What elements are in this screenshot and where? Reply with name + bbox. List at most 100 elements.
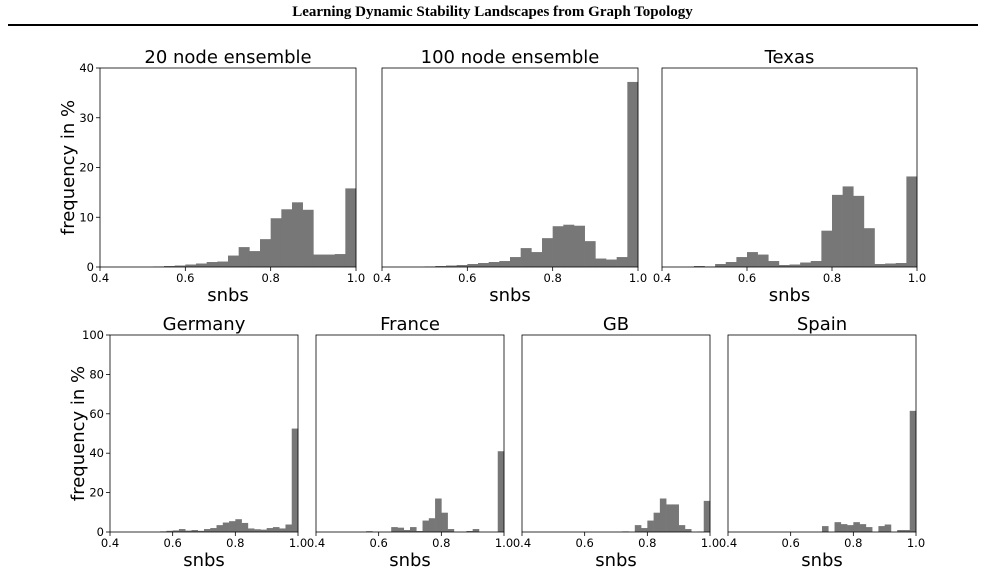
panel-3-bar bbox=[778, 265, 790, 267]
panel-1-bar bbox=[345, 188, 357, 267]
panel-5-bar bbox=[391, 527, 398, 532]
panel-7-xtick-label: 0.8 bbox=[844, 536, 862, 550]
panel-2-bar bbox=[574, 225, 585, 267]
panel-4-bar bbox=[272, 527, 280, 532]
panel-3-xlabel: snbs bbox=[769, 285, 811, 306]
panel-3-title: Texas bbox=[764, 47, 815, 68]
panel-5-bar bbox=[397, 527, 405, 532]
panel-2-bar bbox=[456, 265, 468, 267]
panel-2-bar bbox=[542, 238, 553, 267]
panel-3-bar bbox=[842, 186, 854, 267]
panel-5-bar bbox=[466, 531, 473, 532]
panel-4-bar bbox=[222, 522, 230, 532]
panel-4-bar bbox=[241, 522, 249, 532]
panel-1-xtick-label: 0.4 bbox=[91, 271, 109, 285]
panel-3-bar bbox=[736, 257, 748, 267]
panel-4-bar bbox=[254, 529, 261, 532]
panel-4-xtick-label: 0.4 bbox=[101, 536, 119, 550]
panel-7-xlabel: snbs bbox=[801, 550, 843, 571]
panel-7-xtick-label: 0.4 bbox=[719, 536, 737, 550]
panel-5-bar bbox=[497, 451, 505, 532]
panel-4-bar bbox=[204, 529, 211, 532]
panel-6-xtick-label: 0.8 bbox=[638, 536, 656, 550]
panel-4-ytick-label: 80 bbox=[89, 367, 104, 381]
panel-5-bar bbox=[441, 512, 448, 532]
panel-5-bar bbox=[416, 531, 423, 532]
panel-6-bar bbox=[703, 500, 711, 532]
panel-7-xtick-label: 1.0 bbox=[907, 536, 925, 550]
panel-7-bar bbox=[878, 526, 885, 532]
panel-7-axes-frame bbox=[727, 334, 917, 533]
panel-4-bar bbox=[235, 519, 242, 532]
panel-6-bar bbox=[647, 520, 654, 532]
panel-1-bar bbox=[270, 218, 282, 267]
panel-4-bar bbox=[210, 528, 217, 532]
panel-3-bar bbox=[747, 252, 758, 267]
panel-2-xtick-label: 0.6 bbox=[458, 271, 476, 285]
panel-4-bar bbox=[279, 528, 286, 532]
panel-4-bar bbox=[216, 525, 224, 532]
panel-6-xtick-label: 1.0 bbox=[701, 536, 719, 550]
panel-4-bar bbox=[247, 528, 255, 532]
panel-6-bar bbox=[634, 525, 642, 532]
panel-5-bar bbox=[403, 530, 411, 532]
panel-6-bar bbox=[678, 525, 686, 532]
panel-1-ylabel: frequency in % bbox=[58, 100, 79, 235]
panel-4-bar bbox=[229, 521, 236, 532]
panel-1-bar bbox=[302, 209, 314, 267]
panel-4-axes-frame bbox=[109, 334, 299, 533]
panel-5-xtick-label: 0.8 bbox=[432, 536, 450, 550]
panel-6-bar bbox=[659, 498, 667, 532]
panel-1-bar bbox=[217, 261, 229, 267]
panel-1-bar bbox=[281, 209, 293, 267]
panel-4-bar bbox=[285, 524, 293, 532]
panel-4-xlabel: snbs bbox=[183, 550, 225, 571]
panel-3-bar bbox=[832, 194, 843, 267]
panel-7-xtick-label: 0.6 bbox=[782, 536, 800, 550]
panel-1-axes-frame bbox=[99, 67, 357, 268]
panel-4-bar bbox=[166, 530, 173, 532]
panel-3-bar bbox=[874, 264, 886, 267]
panel-2-bar bbox=[488, 262, 500, 267]
panel-4-bar bbox=[260, 529, 267, 532]
panel-5-xtick-label: 1.0 bbox=[495, 536, 513, 550]
panel-5-bar bbox=[447, 529, 455, 532]
panel-7-bar bbox=[865, 527, 873, 532]
panel-3-bar bbox=[768, 261, 780, 267]
panel-1-ytick-label: 30 bbox=[79, 111, 94, 125]
panel-1-bar bbox=[238, 247, 250, 267]
panel-1-bar bbox=[164, 266, 175, 267]
panel-2-bar bbox=[478, 263, 489, 267]
panel-2-title: 100 node ensemble bbox=[421, 47, 600, 68]
panel-2-xtick-label: 1.0 bbox=[629, 271, 647, 285]
panel-3-bar bbox=[821, 230, 833, 267]
panel-4-xtick-label: 1.0 bbox=[289, 536, 307, 550]
panel-3-bar bbox=[715, 264, 727, 267]
panel-2-bar bbox=[627, 81, 639, 268]
panel-2-bar bbox=[584, 241, 596, 267]
panel-7-bar bbox=[884, 524, 892, 532]
panel-3-bar bbox=[863, 228, 875, 267]
panel-1-bar bbox=[260, 239, 271, 267]
panel-2-bar bbox=[510, 257, 521, 267]
panel-4-title: Germany bbox=[163, 314, 246, 335]
panel-5-bar bbox=[422, 520, 430, 532]
panel-1-bar bbox=[292, 202, 303, 267]
panel-7-bar bbox=[897, 530, 904, 532]
panel-6-axes-frame bbox=[521, 334, 711, 533]
panel-3-bar bbox=[810, 261, 822, 267]
panel-2-bar bbox=[499, 261, 511, 267]
panel-4-ylabel: frequency in % bbox=[68, 366, 89, 501]
panel-1-ytick-label: 0 bbox=[87, 260, 94, 274]
panel-7-bar bbox=[853, 522, 860, 532]
panel-5-xtick-label: 0.6 bbox=[370, 536, 388, 550]
panel-3-xtick-label: 0.4 bbox=[653, 271, 671, 285]
panel-2-bar bbox=[520, 248, 532, 267]
panel-2-bar bbox=[435, 266, 447, 267]
panel-2-xtick-label: 0.4 bbox=[373, 271, 391, 285]
panel-4-bar bbox=[291, 428, 299, 532]
panel-4-ytick-label: 100 bbox=[82, 328, 104, 342]
panel-5-bar bbox=[435, 498, 442, 532]
panel-4-ytick-label: 60 bbox=[89, 407, 104, 421]
